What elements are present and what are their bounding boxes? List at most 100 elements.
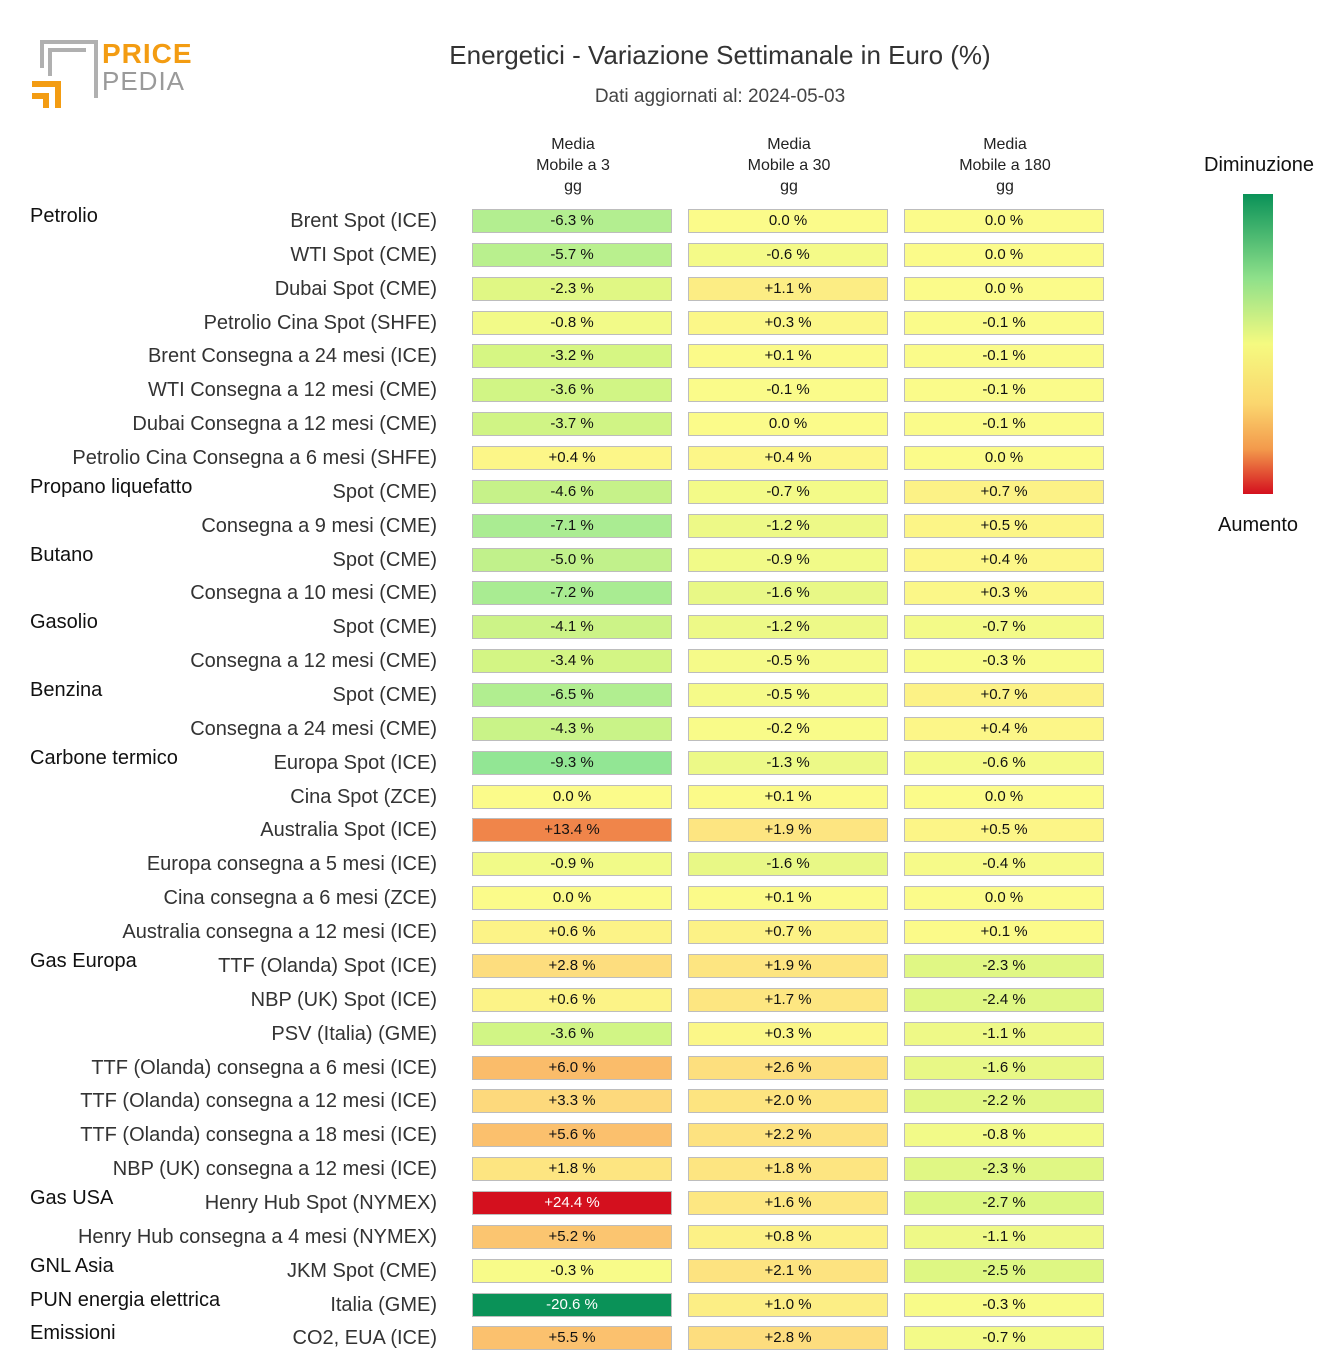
heatmap-cell: +0.6 % bbox=[472, 920, 672, 945]
heatmap-cell: 0.0 % bbox=[904, 886, 1104, 911]
heatmap-cell: -1.2 % bbox=[688, 615, 888, 640]
heatmap-cell: +0.7 % bbox=[904, 479, 1104, 504]
heatmap-cell: -1.6 % bbox=[688, 852, 888, 877]
row-label: WTI Consegna a 12 mesi (CME) bbox=[148, 379, 437, 402]
heatmap-cell: +0.5 % bbox=[904, 818, 1104, 843]
chart-title: Energetici - Variazione Settimanale in E… bbox=[449, 40, 991, 70]
heatmap-cell: -1.6 % bbox=[688, 581, 888, 606]
column-header-180gg: Media Mobile a 180 gg bbox=[904, 134, 1106, 197]
logo-text-price: PRICE bbox=[102, 38, 193, 69]
heatmap-cell: -9.3 % bbox=[472, 750, 672, 775]
row-label: Spot (CME) bbox=[332, 616, 437, 639]
heatmap-cell: -0.7 % bbox=[904, 615, 1104, 640]
group-label: Carbone termico bbox=[30, 746, 178, 769]
heatmap-cell: +0.4 % bbox=[904, 716, 1104, 741]
heatmap-cell: -0.3 % bbox=[904, 649, 1104, 674]
heatmap-cell: -0.5 % bbox=[688, 683, 888, 708]
group-label: Gas Europa bbox=[30, 949, 137, 972]
heatmap-cell: -4.1 % bbox=[472, 615, 672, 640]
row-label: NBP (UK) consegna a 12 mesi (ICE) bbox=[112, 1158, 437, 1181]
heatmap-cell: +1.0 % bbox=[688, 1292, 888, 1317]
row-label: TTF (Olanda) consegna a 6 mesi (ICE) bbox=[91, 1056, 437, 1079]
heatmap-cell: -3.2 % bbox=[472, 344, 672, 369]
row-label: Consegna a 12 mesi (CME) bbox=[190, 650, 437, 673]
row-label: Consegna a 9 mesi (CME) bbox=[201, 514, 437, 537]
group-label: Petrolio bbox=[30, 205, 98, 227]
heatmap-cell: +0.7 % bbox=[688, 920, 888, 945]
column-header-line: Mobile a 3 bbox=[536, 157, 610, 174]
row-label: Europa Spot (ICE) bbox=[273, 751, 437, 774]
heatmap-cell: +2.6 % bbox=[688, 1055, 888, 1080]
heatmap-cell: +2.8 % bbox=[472, 953, 672, 978]
heatmap-cell: +0.1 % bbox=[688, 784, 888, 809]
row-label: NBP (UK) Spot (ICE) bbox=[250, 988, 437, 1011]
heatmap-cell: -0.6 % bbox=[688, 242, 888, 267]
row-label: Petrolio Cina Consegna a 6 mesi (SHFE) bbox=[72, 447, 437, 470]
heatmap-cell: 0.0 % bbox=[688, 209, 888, 233]
heatmap-cell: -1.1 % bbox=[904, 1021, 1104, 1046]
heatmap-cell: -3.4 % bbox=[472, 649, 672, 674]
group-label: Emissioni bbox=[30, 1322, 116, 1345]
heatmap-cell: +1.1 % bbox=[688, 276, 888, 301]
group-label: Butano bbox=[30, 543, 94, 566]
heatmap-cell: -0.7 % bbox=[904, 1326, 1104, 1351]
heatmap-cell: +1.7 % bbox=[688, 987, 888, 1012]
column-header-line: gg bbox=[564, 178, 582, 195]
row-label: Cina Spot (ZCE) bbox=[290, 785, 437, 808]
heatmap-cell: +2.8 % bbox=[688, 1326, 888, 1351]
heatmap-cell: -4.6 % bbox=[472, 479, 672, 504]
row-label: Consegna a 10 mesi (CME) bbox=[190, 582, 437, 605]
row-label: Europa consegna a 5 mesi (ICE) bbox=[146, 853, 437, 876]
heatmap-cell: -1.6 % bbox=[904, 1055, 1104, 1080]
heatmap-cell: +2.0 % bbox=[688, 1089, 888, 1114]
logo-text-pedia: PEDIA bbox=[102, 66, 186, 96]
heatmap-cell: -0.1 % bbox=[904, 344, 1104, 369]
row-label: TTF (Olanda) Spot (ICE) bbox=[218, 954, 437, 977]
heatmap-cell: +0.3 % bbox=[904, 581, 1104, 606]
legend-bottom-label: Aumento bbox=[1218, 514, 1299, 536]
heatmap-cell: -7.1 % bbox=[472, 513, 672, 538]
row-label: Petrolio Cina Spot (SHFE) bbox=[203, 311, 437, 334]
logo-mark-icon bbox=[32, 40, 98, 108]
heatmap-cell: +1.8 % bbox=[472, 1157, 672, 1182]
group-label: PUN energia elettrica bbox=[30, 1288, 221, 1311]
group-label: GNL Asia bbox=[30, 1254, 114, 1277]
heatmap-cell: +1.9 % bbox=[688, 953, 888, 978]
heatmap-cell: +0.5 % bbox=[904, 513, 1104, 538]
row-label: Dubai Spot (CME) bbox=[274, 277, 437, 300]
row-label: WTI Spot (CME) bbox=[290, 243, 437, 266]
heatmap-cell: 0.0 % bbox=[904, 209, 1104, 233]
heatmap-cell: -0.4 % bbox=[904, 852, 1104, 877]
heatmap-cell: +0.6 % bbox=[472, 987, 672, 1012]
heatmap-cell: 0.0 % bbox=[472, 886, 672, 911]
column-header-line: Media bbox=[767, 136, 811, 153]
heatmap-cell: +0.4 % bbox=[472, 446, 672, 471]
heatmap-cell: -2.4 % bbox=[904, 987, 1104, 1012]
row-label: Henry Hub Spot (NYMEX) bbox=[204, 1191, 437, 1214]
heatmap-cell: 0.0 % bbox=[904, 242, 1104, 267]
heatmap-cell: -1.2 % bbox=[688, 513, 888, 538]
row-label: Cina consegna a 6 mesi (ZCE) bbox=[163, 887, 437, 910]
heatmap-cell: 0.0 % bbox=[904, 784, 1104, 809]
heatmap-cell: 0.0 % bbox=[472, 784, 672, 809]
row-label: Consegna a 24 mesi (CME) bbox=[190, 717, 437, 740]
row-label: Spot (CME) bbox=[332, 480, 437, 503]
group-label: Propano liquefatto bbox=[30, 475, 193, 498]
heatmap-cell: +2.1 % bbox=[688, 1258, 888, 1283]
heatmap-cell: -0.8 % bbox=[904, 1123, 1104, 1148]
heatmap-cell: -0.8 % bbox=[472, 310, 672, 335]
heatmap-cell: -0.5 % bbox=[688, 649, 888, 674]
heatmap-cell: -0.6 % bbox=[904, 750, 1104, 775]
heatmap-cell: +0.8 % bbox=[688, 1224, 888, 1249]
group-label: Benzina bbox=[30, 679, 103, 702]
heatmap-cell: +1.6 % bbox=[688, 1190, 888, 1215]
heatmap-cell: 0.0 % bbox=[904, 276, 1104, 301]
heatmap-cell: -3.6 % bbox=[472, 1021, 672, 1046]
heatmap-cell: +24.4 % bbox=[472, 1190, 672, 1215]
heatmap-cell: +0.1 % bbox=[904, 920, 1104, 945]
heatmap-cell: +3.3 % bbox=[472, 1089, 672, 1114]
heatmap-cell: -20.6 % bbox=[472, 1292, 672, 1317]
column-header-30gg: Media Mobile a 30 gg bbox=[688, 134, 890, 197]
heatmap-cell: -0.7 % bbox=[688, 479, 888, 504]
heatmap-cell: -7.2 % bbox=[472, 581, 672, 606]
